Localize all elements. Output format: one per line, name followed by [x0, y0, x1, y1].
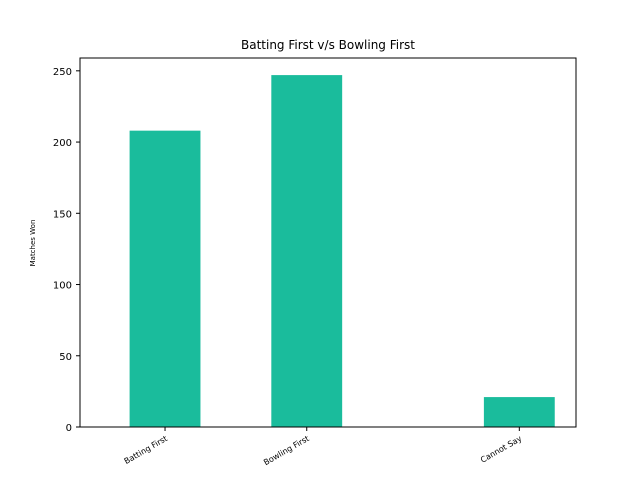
y-tick-label: 100 — [53, 281, 72, 292]
x-axis-ticks: Batting First Bowling First Cannot Say — [123, 427, 524, 467]
y-axis-ticks: 0 50 100 150 200 250 — [53, 67, 80, 434]
y-axis-label: Matches Won — [29, 220, 37, 267]
y-tick-label: 0 — [66, 423, 72, 434]
x-tick-label: Batting First — [123, 434, 169, 466]
y-tick-label: 50 — [59, 352, 72, 363]
bar-batting-first — [129, 130, 201, 428]
y-tick-label: 250 — [53, 67, 72, 78]
bar-bowling-first — [271, 75, 343, 427]
bar-cannot-say — [483, 397, 555, 427]
bars-group — [129, 75, 555, 428]
chart-title: Batting First v/s Bowling First — [241, 38, 415, 52]
x-tick-label: Cannot Say — [479, 434, 523, 465]
plot-frame — [79, 57, 577, 428]
y-tick-label: 150 — [53, 209, 72, 220]
y-tick-label: 200 — [53, 138, 72, 149]
x-tick-label: Bowling First — [262, 434, 311, 467]
